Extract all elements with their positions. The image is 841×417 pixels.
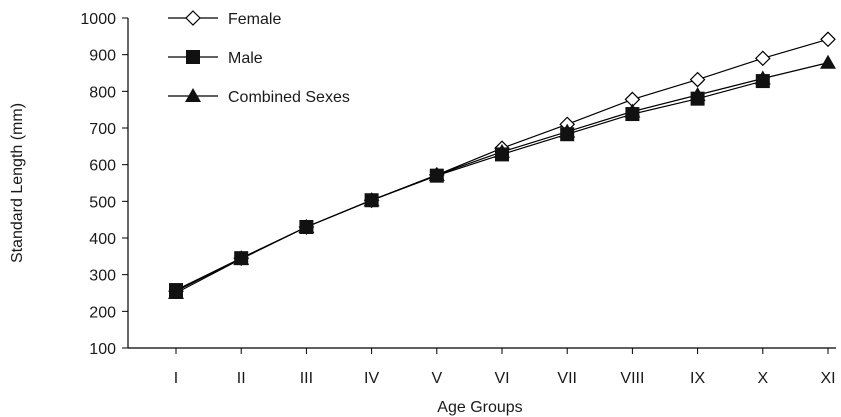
x-tick-label-x: X [757, 370, 768, 387]
x-axis-title: Age Groups [437, 399, 522, 416]
x-tick-label-v: V [431, 370, 442, 387]
axes [127, 18, 836, 349]
legend-marker-female [185, 10, 201, 26]
x-ticks: I II III IV V VI VII VIII IX X XI [174, 348, 836, 387]
series-lines [175, 38, 829, 294]
y-tick-label-100: 100 [89, 341, 116, 358]
x-tick-label-viii: VIII [620, 370, 644, 387]
data-point-male-i [169, 283, 183, 298]
y-tick-label-400: 400 [89, 231, 116, 248]
y-ticks: 100 200 300 400 500 600 700 800 900 1000 [80, 11, 128, 358]
x-tick-label-iii: III [300, 370, 313, 387]
data-point-combined-sexes-xi [820, 54, 836, 69]
data-point-female-x [754, 50, 771, 67]
y-tick-label-200: 200 [89, 304, 116, 321]
x-tick-label-iv: IV [364, 370, 379, 387]
data-point-male-viii [625, 107, 640, 122]
y-tick-label-700: 700 [89, 121, 116, 138]
y-tick-label-500: 500 [89, 194, 116, 211]
y-tick-label-1000: 1000 [80, 11, 116, 28]
series-markers [168, 31, 836, 300]
y-tick-label-800: 800 [89, 84, 116, 101]
data-point-male-iv [364, 193, 379, 208]
series-line-male [175, 80, 763, 291]
data-point-male-v [429, 168, 444, 183]
legend-label-female: Female [228, 11, 281, 28]
x-tick-label-i: I [174, 370, 178, 387]
x-tick-label-ii: II [237, 370, 246, 387]
x-tick-label-xi: XI [820, 370, 835, 387]
legend: Female Male Combined Sexes [168, 10, 350, 106]
legend-label-male: Male [228, 50, 263, 67]
legend-label-combined-sexes: Combined Sexes [228, 89, 350, 106]
legend-marker-male [186, 50, 200, 64]
y-tick-label-600: 600 [89, 158, 116, 175]
data-point-male-ii [234, 251, 249, 266]
x-tick-label-ix: IX [690, 370, 705, 387]
y-tick-label-300: 300 [89, 268, 116, 285]
x-tick-label-vii: VII [557, 370, 577, 387]
data-point-male-vi [495, 147, 509, 162]
data-point-female-ix [689, 71, 706, 88]
data-point-male-vii [560, 127, 575, 142]
y-axis-title: Standard Length (mm) [9, 103, 26, 263]
data-point-male-iii [299, 220, 314, 234]
legend-marker-combined-sexes [185, 88, 201, 102]
series-line-female [175, 38, 829, 292]
data-point-female-xi [820, 31, 836, 48]
x-tick-label-vi: VI [494, 370, 509, 387]
data-point-male-ix [690, 91, 705, 106]
y-tick-label-900: 900 [89, 48, 116, 65]
data-point-male-x [755, 74, 770, 89]
